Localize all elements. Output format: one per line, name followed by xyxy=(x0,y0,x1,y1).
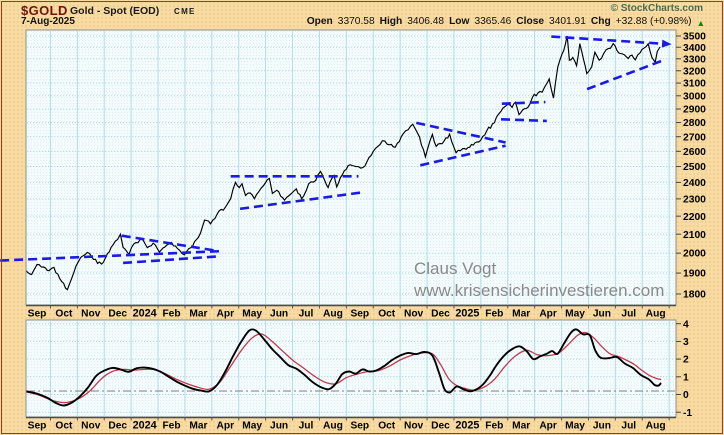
exchange-label: CME xyxy=(174,7,196,16)
svg-text:Apr: Apr xyxy=(539,421,557,432)
svg-text:Jul: Jul xyxy=(621,309,636,320)
svg-text:2800: 2800 xyxy=(683,118,706,129)
svg-text:3400: 3400 xyxy=(683,43,706,54)
svg-text:Aug: Aug xyxy=(323,309,343,320)
svg-text:2100: 2100 xyxy=(683,230,706,241)
svg-text:2300: 2300 xyxy=(683,195,706,206)
svg-text:4: 4 xyxy=(683,319,689,330)
price-and-indicator xyxy=(26,35,662,407)
trendline-annotations xyxy=(0,35,672,265)
svg-text:May: May xyxy=(242,309,262,320)
svg-text:3300: 3300 xyxy=(683,54,706,65)
svg-text:Oct: Oct xyxy=(55,421,73,432)
svg-text:Mar: Mar xyxy=(512,421,530,432)
svg-text:Jul: Jul xyxy=(299,421,314,432)
svg-text:-1: -1 xyxy=(683,408,692,419)
svg-text:Jun: Jun xyxy=(270,309,288,320)
svg-text:2: 2 xyxy=(683,355,689,366)
svg-text:2000: 2000 xyxy=(683,249,706,260)
watermark-author: Claus Vogt xyxy=(414,259,497,278)
copyright-notice: © StockCharts.com xyxy=(610,3,703,14)
ohlc-quote-row: Open 3370.58 High 3406.48 Low 3365.46 Close 340… xyxy=(306,16,705,28)
svg-text:3: 3 xyxy=(683,337,689,348)
svg-text:Feb: Feb xyxy=(162,309,180,320)
svg-text:3000: 3000 xyxy=(683,91,706,102)
svg-text:2900: 2900 xyxy=(683,105,706,116)
svg-text:Mar: Mar xyxy=(189,309,207,320)
svg-text:Apr: Apr xyxy=(539,309,557,320)
quote-value: 3365.46 xyxy=(474,16,512,27)
quote-value: +32.88 (+0.98%) xyxy=(615,16,692,27)
svg-text:Jul: Jul xyxy=(621,421,636,432)
quote-value: 3406.48 xyxy=(407,16,445,27)
svg-text:Jun: Jun xyxy=(270,421,288,432)
svg-text:Mar: Mar xyxy=(512,309,530,320)
svg-text:Feb: Feb xyxy=(485,421,503,432)
svg-text:2600: 2600 xyxy=(683,147,706,158)
svg-text:Dec: Dec xyxy=(108,309,127,320)
svg-text:Dec: Dec xyxy=(108,421,127,432)
watermark-url: www.krisensicherinvestieren.com xyxy=(414,281,665,300)
svg-text:Sep: Sep xyxy=(350,421,369,432)
svg-text:Oct: Oct xyxy=(378,309,396,320)
svg-text:1: 1 xyxy=(683,372,689,383)
svg-text:2025: 2025 xyxy=(455,308,479,320)
svg-text:Feb: Feb xyxy=(485,309,503,320)
quote-date: 7-Aug-2025 xyxy=(21,16,75,27)
ticker-symbol: $GOLD xyxy=(21,3,68,18)
svg-text:Nov: Nov xyxy=(404,309,424,320)
panel-borders xyxy=(25,29,681,421)
quote-label: High xyxy=(379,16,403,27)
svg-text:0: 0 xyxy=(683,390,689,401)
instrument-name: Gold - Spot (EOD) xyxy=(70,5,160,17)
quote-label: Open xyxy=(306,16,333,27)
svg-text:Jun: Jun xyxy=(593,421,611,432)
quote-value: 3401.91 xyxy=(549,16,586,27)
quote-label: Close xyxy=(516,16,545,27)
svg-text:Aug: Aug xyxy=(646,309,666,320)
quote-label: Chg xyxy=(590,16,611,27)
svg-text:May: May xyxy=(565,421,585,432)
svg-text:3100: 3100 xyxy=(683,79,706,90)
quote-value: 3370.58 xyxy=(337,16,375,27)
svg-text:Dec: Dec xyxy=(431,421,450,432)
svg-text:Apr: Apr xyxy=(217,421,235,432)
svg-text:3500: 3500 xyxy=(683,32,706,43)
svg-text:Dec: Dec xyxy=(431,309,450,320)
svg-text:1800: 1800 xyxy=(683,290,706,301)
svg-text:Jun: Jun xyxy=(593,309,611,320)
svg-text:May: May xyxy=(565,309,585,320)
up-arrow-icon: ▲ xyxy=(696,17,705,28)
svg-text:Oct: Oct xyxy=(378,421,396,432)
svg-text:Sep: Sep xyxy=(28,309,47,320)
svg-text:2024: 2024 xyxy=(133,420,157,432)
svg-text:2200: 2200 xyxy=(683,212,706,223)
svg-text:Aug: Aug xyxy=(323,421,343,432)
svg-text:Feb: Feb xyxy=(162,421,180,432)
svg-text:Sep: Sep xyxy=(28,421,47,432)
date-axis-labels: Sep Sep Oct Oct Nov Nov Dec Dec 2024 2024 Feb Feb Ma… xyxy=(28,308,666,432)
svg-text:Nov: Nov xyxy=(81,421,101,432)
quote-label: Low xyxy=(449,16,470,27)
svg-text:Nov: Nov xyxy=(81,309,101,320)
svg-text:3200: 3200 xyxy=(683,66,706,77)
svg-text:2700: 2700 xyxy=(683,132,706,143)
svg-text:Sep: Sep xyxy=(350,309,369,320)
svg-text:2024: 2024 xyxy=(133,308,157,320)
svg-text:May: May xyxy=(242,421,262,432)
svg-text:Mar: Mar xyxy=(189,421,207,432)
svg-text:2400: 2400 xyxy=(683,178,706,189)
svg-text:2025: 2025 xyxy=(455,420,479,432)
price-axis-labels: 1800 1900 2000 2100 2200 2300 2400 2500 2600 2700… xyxy=(683,32,706,419)
svg-text:Apr: Apr xyxy=(217,309,235,320)
panel-backgrounds xyxy=(26,30,676,417)
svg-text:Jul: Jul xyxy=(299,309,314,320)
svg-text:Aug: Aug xyxy=(646,421,666,432)
svg-text:Oct: Oct xyxy=(55,309,73,320)
svg-text:2500: 2500 xyxy=(683,162,706,173)
svg-text:1900: 1900 xyxy=(683,269,706,280)
svg-text:Nov: Nov xyxy=(404,421,424,432)
